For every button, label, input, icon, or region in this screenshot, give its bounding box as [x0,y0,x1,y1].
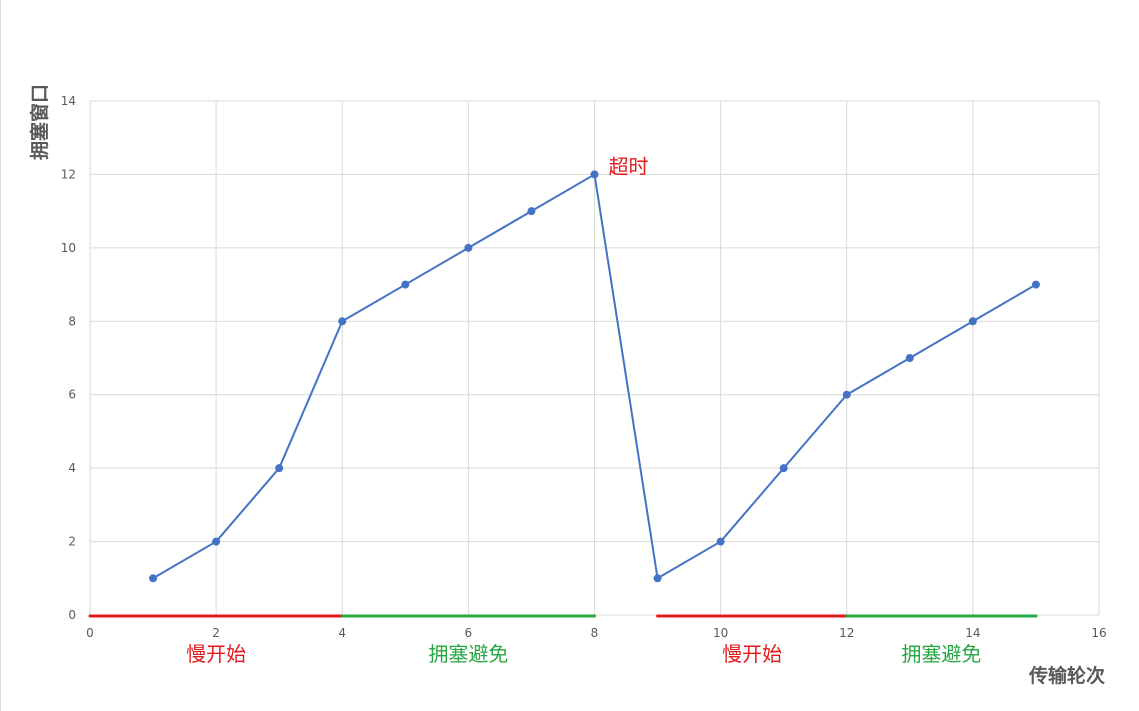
data-point [275,464,284,473]
phase-label: 拥塞避免 [428,642,508,666]
data-point [338,317,347,326]
timeout-annotation: 超时 [609,154,649,178]
x-tick-label: 2 [212,626,220,640]
x-tick-label: 4 [338,626,346,640]
data-point [905,354,914,362]
series-layer [149,170,1040,583]
x-tick-label: 8 [591,626,599,640]
annotation-layer: 超时 [609,154,649,178]
grid-layer [89,100,1100,616]
data-point [464,243,473,252]
x-tick-label: 12 [839,626,854,640]
x-tick-label: 14 [965,626,980,640]
data-point [149,574,158,583]
data-point [842,390,851,399]
data-point [212,537,221,546]
y-tick-label: 14 [61,94,76,108]
y-tick-label: 8 [68,314,76,328]
data-point [779,464,788,473]
x-tick-label: 16 [1091,626,1106,640]
phase-label: 拥塞避免 [901,642,981,666]
phase-label: 慢开始 [722,642,782,666]
phase-layer: 慢开始 拥塞避免 慢开始 拥塞避免 [88,614,1038,666]
y-tick-label: 10 [61,241,76,255]
data-point [653,574,662,583]
y-tick-label: 6 [68,388,76,402]
data-point [1031,280,1040,289]
data-point [716,537,725,546]
x-axis-title: 传输轮次 [1028,664,1105,687]
data-point [527,207,536,216]
y-tick-label: 0 [68,608,76,622]
x-tick-label: 0 [86,626,94,640]
phase-label: 慢开始 [186,642,246,666]
y-tick-label: 2 [68,535,76,549]
y-tick-label: 12 [61,167,76,181]
y-axis-title: 拥塞窗口 [28,84,51,160]
data-point [968,317,977,326]
y-tick-label: 4 [68,461,76,475]
tick-label-layer: 0 2 4 6 8 10 12 14 0 2 4 6 8 10 12 14 16 [61,94,1107,640]
data-point [590,170,599,179]
data-point [401,280,410,289]
x-tick-label: 6 [465,626,473,640]
x-tick-label: 10 [713,626,728,640]
